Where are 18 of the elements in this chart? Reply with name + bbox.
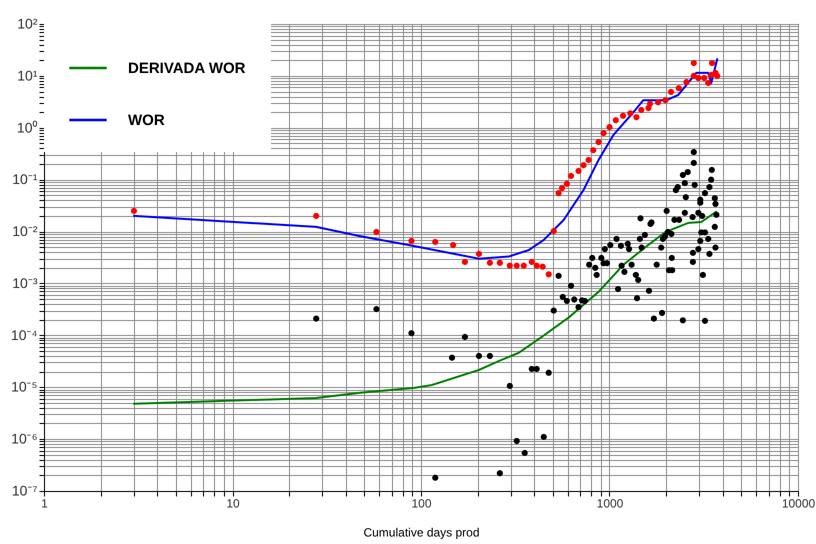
x-tick-label: 100: [411, 496, 432, 510]
x-tick-label: 10: [226, 496, 240, 510]
y-tick-label: 10⁻¹: [12, 171, 38, 188]
x-tick-label: 1: [41, 496, 48, 510]
legend-label: WOR: [128, 112, 165, 129]
y-tick-label: 10⁻³: [12, 274, 38, 291]
legend-label: DERIVADA WOR: [128, 60, 246, 77]
y-tick-label: 10⁻⁵: [11, 378, 38, 395]
y-tick-label: 10⁰: [16, 119, 38, 136]
y-tick-label: 10⁻²: [12, 223, 38, 240]
y-tick-label: 10⁻⁶: [11, 430, 38, 447]
y-tick-label: 10²: [17, 16, 38, 32]
y-tick-label: 10⁻⁴: [10, 326, 38, 343]
y-tick-label: 10⁻⁷: [12, 482, 38, 498]
x-tick-label: 10000: [782, 496, 816, 510]
y-tick-label: 10¹: [17, 67, 38, 84]
x-axis-title: Cumulative days prod: [363, 526, 480, 540]
x-tick-label: 1000: [596, 496, 624, 510]
